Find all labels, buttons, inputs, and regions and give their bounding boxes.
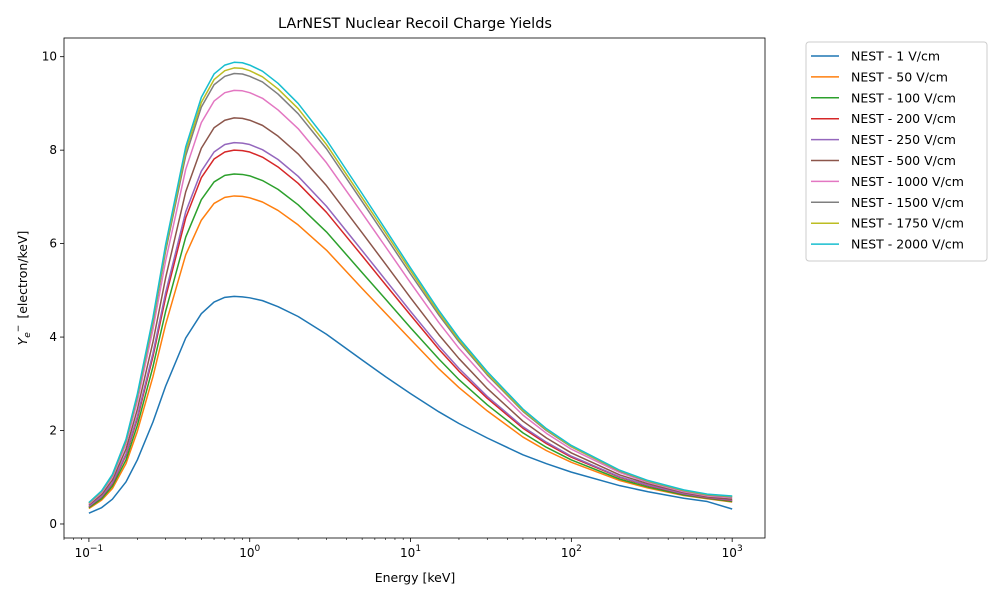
x-tick-label: 102	[561, 544, 582, 560]
legend-entry-1: NEST - 1 V/cm	[851, 49, 940, 64]
y-axis-label-superscript: −	[14, 325, 24, 333]
legend-entry-2: NEST - 50 V/cm	[851, 69, 948, 84]
plot-frame	[63, 37, 766, 539]
y-axis-label-unit: [electron/keV]	[15, 231, 30, 319]
x-tick-label: 100	[239, 544, 260, 560]
legend-entry-3: NEST - 100 V/cm	[851, 90, 956, 105]
series-line-3	[88, 173, 733, 509]
legend-entry-5: NEST - 250 V/cm	[851, 132, 956, 147]
y-tick-label: 4	[49, 330, 57, 344]
series-layer	[88, 61, 733, 514]
x-tick-label: 101	[400, 544, 421, 560]
y-tick-label: 0	[49, 517, 57, 531]
legend-frame	[805, 41, 988, 262]
y-tick-label: 8	[49, 143, 57, 157]
series-line-10	[88, 61, 733, 504]
x-tick-label: 10−1	[75, 544, 104, 560]
series-line-1	[88, 295, 733, 514]
series-line-7	[88, 89, 733, 505]
y-axis-label-subscript: e	[23, 332, 33, 338]
legend: NEST - 1 V/cm NEST - 50 V/cm NEST - 100 V/…	[805, 41, 988, 262]
legend-entry-6: NEST - 500 V/cm	[851, 153, 956, 168]
legend-entry-7: NEST - 1000 V/cm	[851, 174, 964, 189]
x-tick-label: 103	[722, 544, 743, 560]
y-tick-label: 6	[49, 237, 57, 251]
legend-entry-8: NEST - 1500 V/cm	[851, 195, 964, 210]
chart-title: LArNEST Nuclear Recoil Charge Yields	[278, 16, 552, 32]
y-axis: 0 2 4 6 8 10	[42, 50, 64, 531]
x-axis-label: Energy [keV]	[375, 570, 456, 585]
y-axis-label: Ye− [electron/keV]	[14, 231, 33, 346]
x-axis: 10−1 100 101 102 103	[63, 538, 743, 560]
legend-entry-9: NEST - 1750 V/cm	[851, 216, 964, 231]
series-line-2	[88, 195, 733, 510]
series-line-6	[88, 117, 733, 506]
series-line-5	[88, 141, 733, 507]
y-tick-label: 10	[42, 50, 57, 64]
legend-entry-4: NEST - 200 V/cm	[851, 111, 956, 126]
y-axis-label-symbol: Y	[15, 336, 30, 345]
legend-entry-10: NEST - 2000 V/cm	[851, 237, 964, 252]
y-tick-label: 2	[49, 424, 57, 438]
